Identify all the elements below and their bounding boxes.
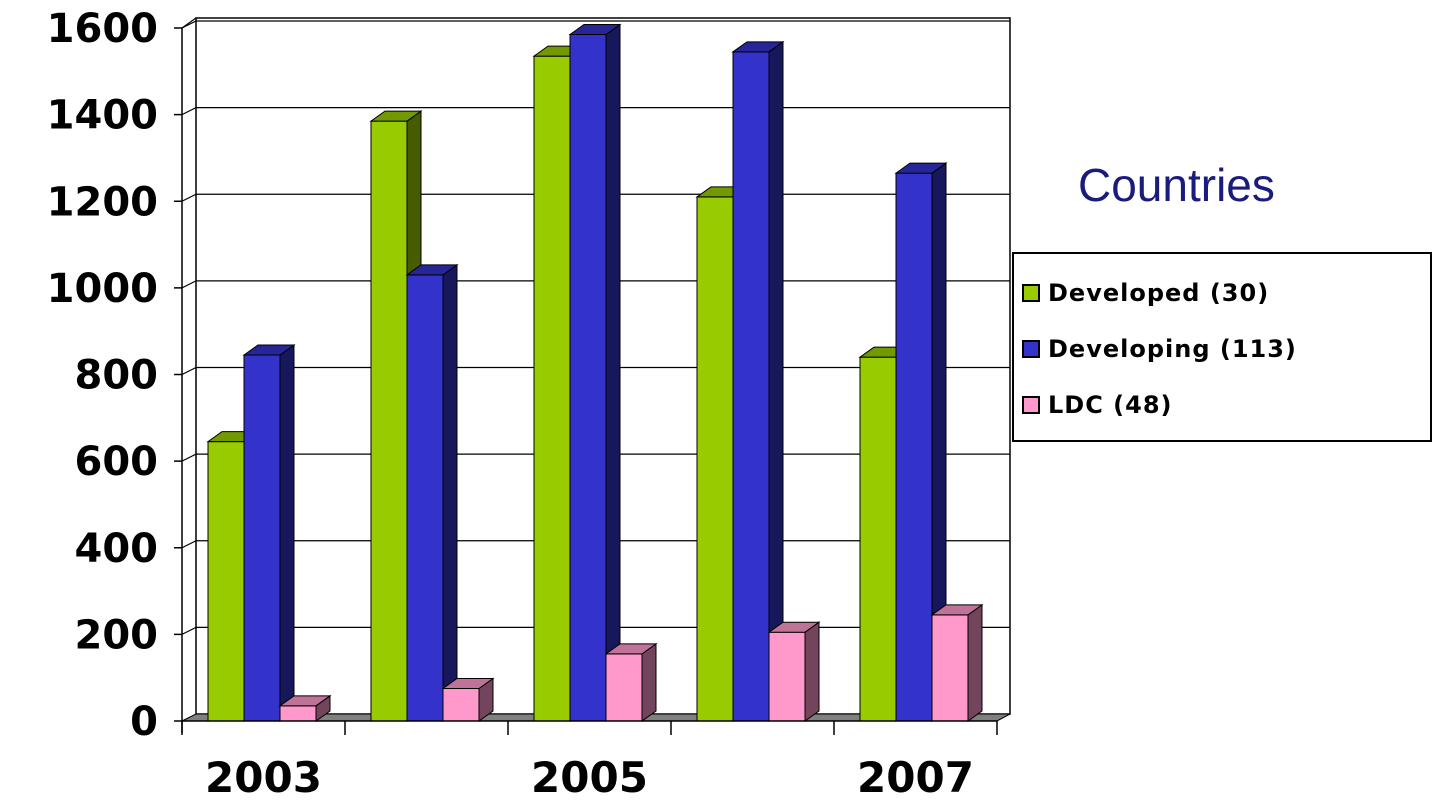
bar-side [967, 603, 983, 722]
legend-swatch-developed [1022, 284, 1040, 302]
bar-top [441, 678, 495, 690]
bar-top [568, 23, 622, 35]
gridline-side [181, 280, 197, 289]
bar-front [931, 614, 969, 722]
bar-2006-1 [731, 40, 785, 722]
legend-label-developing: Developing (113) [1048, 335, 1297, 363]
bar-front [406, 274, 444, 722]
gridline-side [181, 366, 197, 376]
legend-title: Countries [1078, 159, 1275, 211]
bar-front [442, 688, 480, 722]
y-axis-tick-label: 1400 [47, 93, 158, 139]
gridline-side [181, 540, 197, 549]
bar-side [768, 40, 784, 722]
y-axis-tick-labels: 0 200 400 600 800 1000 1200 1400 1600 [47, 6, 158, 745]
bar-top [278, 695, 332, 707]
bar-top [930, 604, 984, 616]
bar-2006-2 [767, 621, 821, 722]
legend-swatch-developing [1022, 340, 1040, 358]
bar-2007-1 [894, 162, 948, 722]
bar-2007-2 [930, 603, 984, 722]
bar-side [641, 642, 657, 722]
bar-side [279, 344, 295, 722]
bar-2005-1 [568, 23, 622, 722]
bar-2005-2 [604, 642, 658, 722]
bar-front [370, 120, 408, 722]
legend-label-developed: Developed (30) [1048, 279, 1270, 307]
bar-front [732, 51, 770, 722]
bar-side [804, 621, 820, 722]
bar-top [604, 643, 658, 655]
bar-top [767, 621, 821, 633]
y-axis-tick-label: 1000 [47, 266, 158, 312]
gridline-side [181, 107, 197, 116]
y-axis-tick-label: 1200 [47, 179, 158, 225]
bar-2003-1 [242, 344, 296, 722]
x-axis-tick-label: 2003 [205, 753, 322, 802]
legend: Developed (30) Developing (113) LDC (48) [1012, 252, 1432, 442]
gridline-side [181, 453, 197, 462]
bar-front [859, 356, 897, 722]
bar-front [696, 196, 734, 722]
axes [174, 17, 998, 735]
bar-top [731, 41, 785, 53]
bar-2004-1 [405, 263, 459, 722]
bar-front [533, 55, 571, 722]
x-axis-tick-labels: 2003 2005 2007 [205, 753, 974, 802]
x-axis-tick-label: 2005 [531, 753, 648, 802]
y-axis-tick-label: 800 [75, 353, 159, 399]
y-axis-tick-label: 1600 [47, 6, 158, 52]
bar-top [242, 344, 296, 356]
bar-side [605, 23, 621, 722]
x-axis-tick-label: 2007 [857, 753, 974, 802]
bars [206, 23, 984, 722]
bar-front [768, 631, 806, 722]
bar-front [207, 441, 245, 722]
bar-top [369, 110, 423, 122]
bar-2004-2 [441, 677, 495, 722]
gridline-side [181, 626, 197, 635]
legend-swatch-ldc [1022, 396, 1040, 414]
bar-front [569, 33, 607, 722]
y-axis-tick-label: 0 [130, 699, 158, 745]
gridline-side [181, 193, 197, 202]
legend-label-ldc: LDC (48) [1048, 391, 1173, 419]
bar-2003-2 [278, 694, 332, 722]
y-axis-tick-label: 600 [75, 439, 159, 485]
bar-front [605, 653, 643, 722]
bar-top [894, 162, 948, 174]
bar-top [405, 264, 459, 276]
bar-front [279, 705, 317, 722]
y-axis-depth [181, 17, 197, 29]
bar-side [442, 263, 458, 722]
y-axis-tick-label: 400 [75, 526, 159, 572]
bar-front [243, 354, 281, 722]
bar-front [895, 172, 933, 722]
y-axis-tick-label: 200 [75, 612, 159, 658]
